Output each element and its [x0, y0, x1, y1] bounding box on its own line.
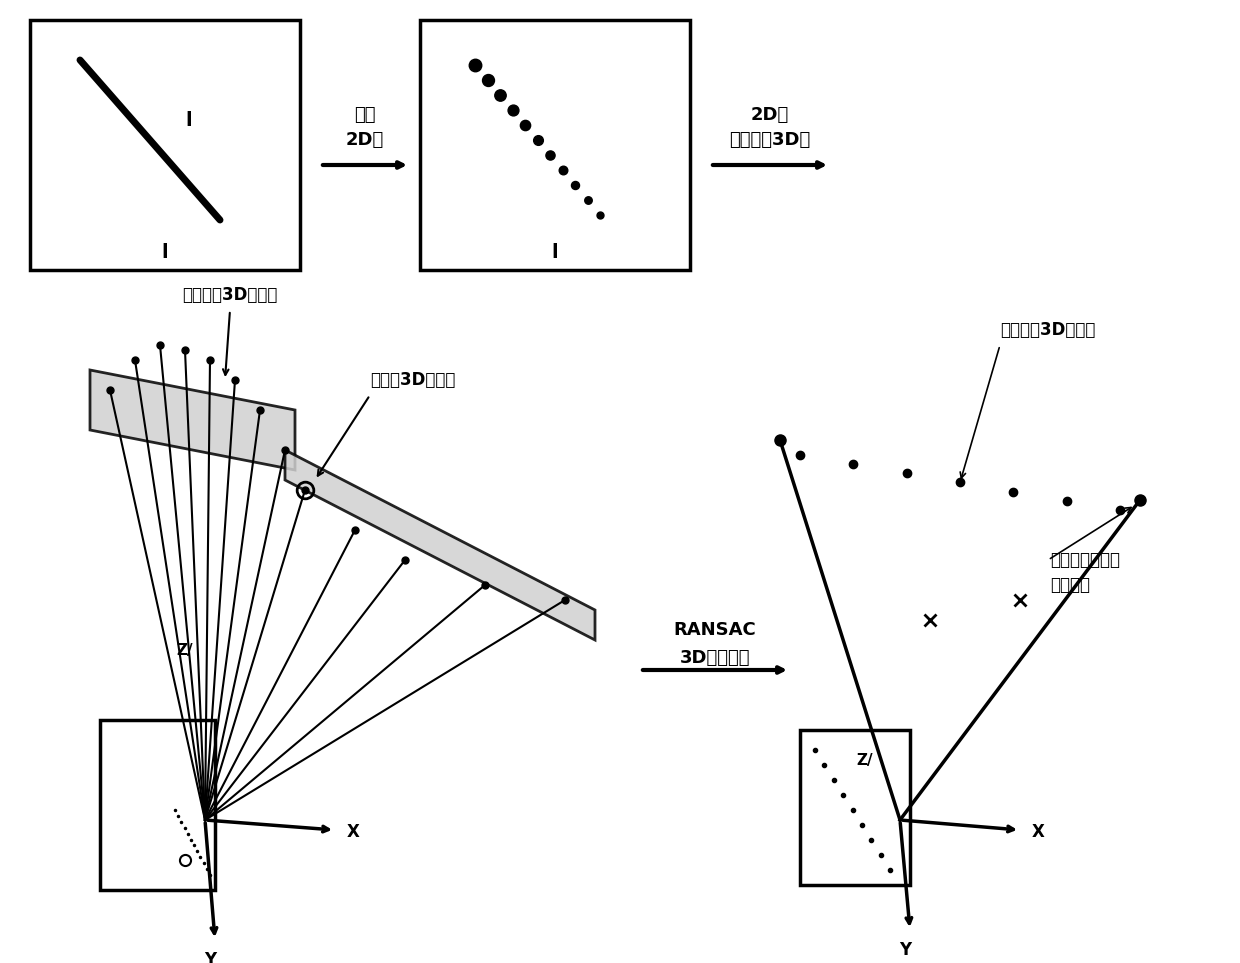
- Text: l: l: [185, 111, 192, 129]
- Text: 3D直线拟合: 3D直线拟合: [680, 649, 750, 667]
- Text: Y: Y: [899, 941, 911, 959]
- Text: 反投影为3D点: 反投影为3D点: [729, 131, 811, 149]
- Polygon shape: [285, 450, 595, 640]
- Text: 不合适的3D点位置: 不合适的3D点位置: [182, 286, 278, 304]
- Text: RANSAC: RANSAC: [673, 621, 756, 639]
- Bar: [30, 20, 300, 270]
- Text: l: l: [552, 243, 558, 262]
- Text: X: X: [1032, 823, 1044, 841]
- Text: 2D点: 2D点: [751, 106, 789, 124]
- Text: 2D点: 2D点: [346, 131, 384, 149]
- Text: 最佳两点: 最佳两点: [1050, 576, 1090, 594]
- Text: Z/: Z/: [857, 752, 873, 768]
- Text: 拟合后的3D直线点: 拟合后的3D直线点: [999, 321, 1095, 339]
- Text: Y: Y: [203, 951, 216, 963]
- Text: 拟合中过直线的: 拟合中过直线的: [1050, 551, 1120, 569]
- Text: 采样: 采样: [355, 106, 376, 124]
- Text: 合适的3D点位置: 合适的3D点位置: [370, 371, 455, 389]
- Text: X: X: [346, 823, 360, 841]
- Polygon shape: [91, 370, 295, 470]
- Bar: [420, 20, 689, 270]
- Text: l: l: [161, 243, 169, 262]
- Text: Z/: Z/: [176, 642, 193, 658]
